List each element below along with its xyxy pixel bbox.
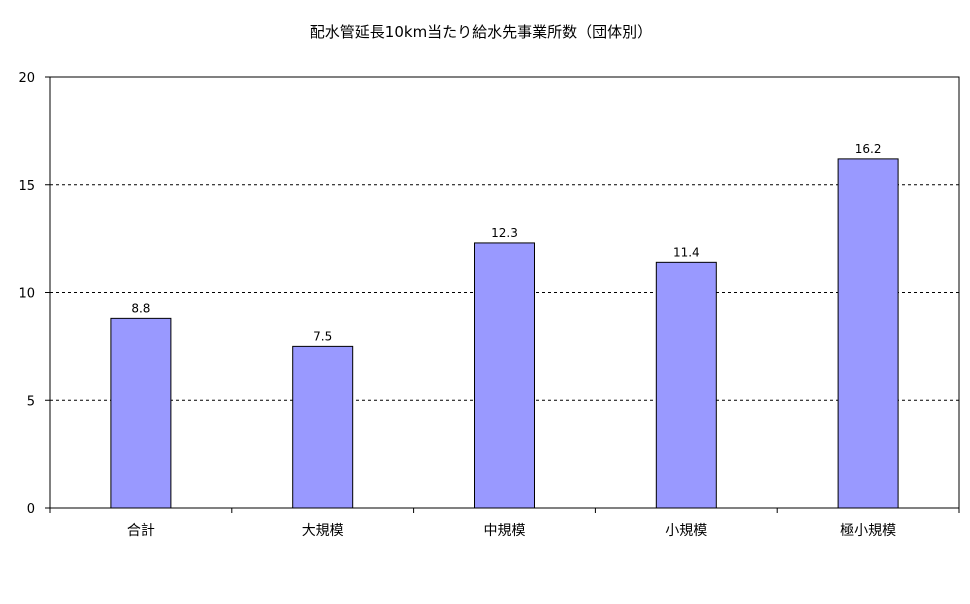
y-tick-label: 0 <box>27 502 35 517</box>
bar-3 <box>474 242 535 509</box>
chart-title: 配水管延長10km当たり給水先事業所数（団体別） <box>310 23 652 41</box>
bar-2 <box>292 345 354 509</box>
axes <box>45 76 960 513</box>
data-label: 8.8 <box>131 301 150 315</box>
bar-1 <box>110 317 172 509</box>
x-category-label: 合計 <box>127 523 155 539</box>
bar-4 <box>655 261 717 509</box>
y-tick-label: 5 <box>27 394 35 409</box>
data-label: 12.3 <box>491 226 518 240</box>
y-tick-label: 20 <box>18 71 35 86</box>
labels: 0 5 10 15 20 8.8 合計 7.5 大規模 12.3 中規模 11.4 小規模 16.2 極小規… <box>18 71 896 539</box>
y-tick-label: 10 <box>18 287 35 302</box>
bars <box>110 158 899 509</box>
bar-5 <box>837 158 899 509</box>
gridlines <box>50 184 959 401</box>
x-category-label: 中規模 <box>484 523 526 539</box>
x-category-label: 小規模 <box>665 523 707 539</box>
x-category-label: 大規模 <box>302 523 344 539</box>
data-label: 16.2 <box>855 142 882 156</box>
data-label: 11.4 <box>673 245 700 259</box>
x-category-label: 極小規模 <box>840 523 896 539</box>
y-tick-label: 15 <box>18 179 35 194</box>
data-label: 7.5 <box>313 329 332 343</box>
